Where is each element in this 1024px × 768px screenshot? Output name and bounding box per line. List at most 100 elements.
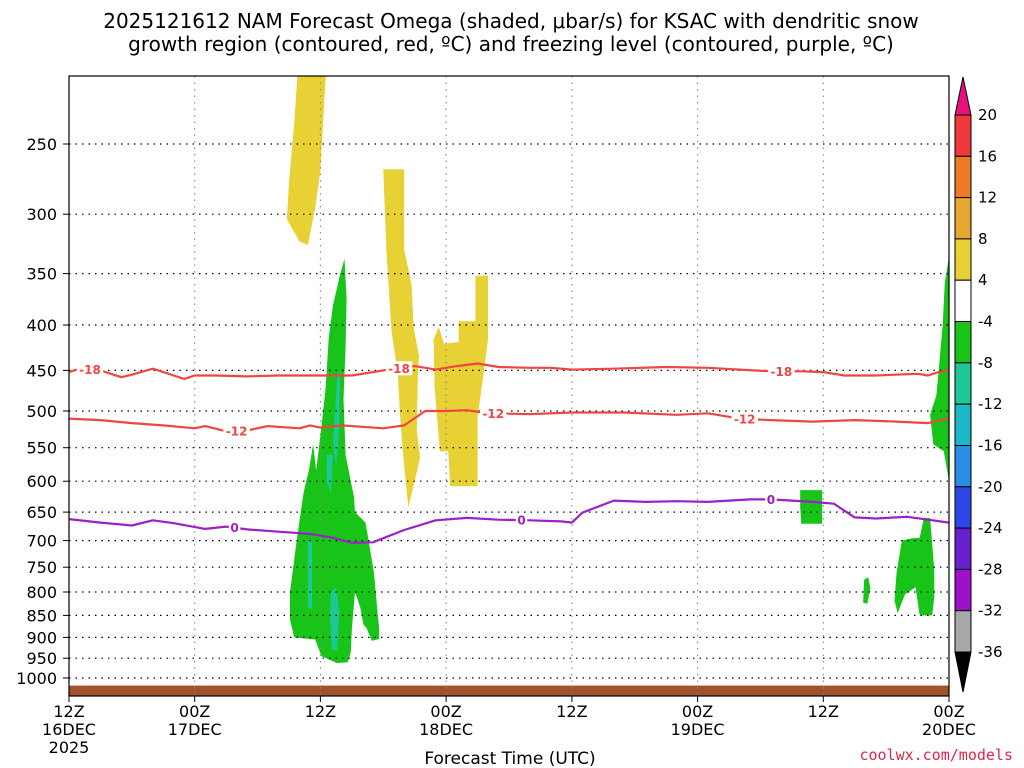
ground-surface	[69, 685, 949, 696]
x-tick-label: 19DEC	[671, 720, 725, 739]
x-tick-label: 00Z	[682, 702, 713, 721]
contour-label--18: -18	[79, 363, 101, 377]
chart-title-line2: growth region (contoured, red, ºC) and f…	[128, 32, 894, 56]
colorbar-label: 20	[978, 106, 997, 124]
region-teal-4	[329, 587, 340, 650]
x-tick-label: 12Z	[808, 702, 839, 721]
region-yellow-upper-2	[383, 169, 420, 508]
region-green-main	[290, 259, 380, 664]
region-yellow-upper-1	[286, 76, 326, 246]
contour-label--18: -18	[388, 362, 410, 376]
y-tick-label: 350	[26, 265, 57, 284]
contour-label-bg	[228, 520, 241, 535]
colorbar-top-arrow	[954, 76, 972, 116]
colorbar-label: -24	[978, 519, 1003, 537]
credit-text: coolwx.com/models	[859, 746, 1013, 764]
contour-label-bg	[76, 362, 104, 377]
y-axis-ticks: 250 300 350 400 450 500 550 600 650 700 750 800 850 9…	[16, 135, 69, 688]
colorbar-segment	[954, 362, 972, 405]
y-tick-label: 850	[26, 606, 57, 625]
contour-line--12	[68, 409, 950, 433]
y-tick-label: 950	[26, 649, 57, 668]
x-tick-label: 00Z	[933, 702, 964, 721]
colorbar-segment	[954, 445, 972, 488]
surface-band	[69, 685, 949, 696]
region-green-small-2	[863, 577, 871, 604]
contour-label-bg	[223, 423, 250, 438]
x-tick-label: 2025	[49, 738, 90, 757]
x-axis-label: Forecast Time (UTC)	[424, 749, 595, 768]
contour-label-0: 0	[767, 493, 775, 507]
colorbar-segment	[954, 321, 972, 364]
contour-label-bg	[480, 406, 507, 421]
colorbar-label: 16	[978, 147, 997, 165]
colorbar-segment	[954, 197, 972, 240]
colorbar-label: 8	[978, 230, 988, 248]
grid-lines	[69, 76, 949, 696]
x-tick-label: 00Z	[430, 702, 461, 721]
colorbar-segment	[954, 279, 972, 323]
contour-label--12: -12	[734, 412, 756, 426]
y-tick-label: 900	[26, 628, 57, 647]
region-green-small-1	[800, 490, 823, 524]
x-tick-label: 12Z	[305, 702, 336, 721]
contour-label-bg	[731, 411, 758, 426]
x-tick-label: 18DEC	[419, 720, 473, 739]
colorbar: 20 16 12 8 4 -4 -8 -12 -16 -20 -24 -28 -32 -36	[954, 76, 1003, 693]
x-tick-label: 20DEC	[922, 720, 976, 739]
y-tick-label: 1000	[16, 669, 57, 688]
y-tick-label: 500	[26, 402, 57, 421]
colorbar-segment	[954, 403, 972, 447]
y-tick-label: 750	[26, 558, 57, 577]
contour-label-bg	[385, 361, 413, 376]
colorbar-label: -12	[978, 395, 1003, 413]
contour-line--18	[68, 362, 950, 380]
colorbar-bottom-arrow	[954, 651, 972, 693]
y-tick-label: 600	[26, 472, 57, 491]
chart-title-line1: 2025121612 NAM Forecast Omega (shaded, μ…	[103, 9, 919, 33]
contour-label-bg	[768, 364, 795, 379]
y-tick-label: 700	[26, 532, 57, 551]
colorbar-label: -8	[978, 354, 993, 372]
y-tick-label: 400	[26, 316, 57, 335]
colorbar-segment	[954, 527, 972, 570]
colorbar-segment	[954, 486, 972, 529]
x-tick-label: 12Z	[556, 702, 587, 721]
colorbar-segment	[954, 238, 972, 281]
colorbar-segment	[954, 568, 972, 612]
region-teal-2	[326, 454, 333, 494]
y-tick-label: 550	[26, 439, 57, 458]
colorbar-segment	[954, 155, 972, 199]
colorbar-segment	[954, 610, 972, 653]
region-teal-1	[333, 370, 341, 469]
contour-line-0	[68, 498, 950, 544]
region-green-right-upper	[930, 256, 949, 482]
colorbar-label: -4	[978, 313, 993, 331]
contour-label-bg	[765, 492, 777, 507]
contour-label--12: -12	[482, 407, 504, 421]
region-yellow-mid	[433, 275, 488, 487]
x-tick-label: 12Z	[53, 702, 84, 721]
colorbar-label: -16	[978, 437, 1003, 455]
contour-label-0: 0	[517, 514, 525, 528]
y-tick-label: 450	[26, 361, 57, 380]
omega-shaded-regions	[286, 76, 949, 664]
contour-label-0: 0	[230, 521, 238, 535]
x-tick-label: 16DEC	[42, 720, 96, 739]
y-tick-label: 300	[26, 205, 57, 224]
plot-frame	[68, 75, 950, 697]
colorbar-label: 4	[978, 271, 988, 289]
colorbar-segment	[954, 114, 972, 157]
contour-label--12: -12	[226, 424, 248, 438]
contour-label--18: -18	[771, 365, 793, 379]
colorbar-label: -32	[978, 602, 1003, 620]
y-tick-label: 800	[26, 583, 57, 602]
x-tick-label: 00Z	[179, 702, 210, 721]
y-tick-label: 250	[26, 135, 57, 154]
colorbar-label: -20	[978, 478, 1003, 496]
y-tick-label: 650	[26, 503, 57, 522]
temperature-contours: -18 -18 -18 -12 -12 -12 0 0 0	[68, 361, 950, 544]
colorbar-label: 12	[978, 189, 997, 207]
